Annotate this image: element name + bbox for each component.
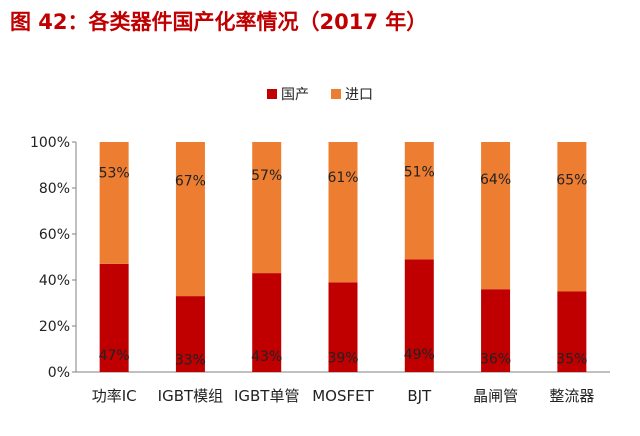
data-label-domestic: 43% (251, 349, 282, 365)
legend: 国产 进口 (0, 84, 640, 104)
bar-domestic (481, 289, 511, 372)
legend-swatch-import (331, 89, 341, 99)
bar-import (99, 142, 129, 264)
x-tick-label: 整流器 (549, 387, 594, 405)
data-label-domestic: 47% (99, 348, 130, 364)
bar-import (175, 142, 205, 297)
data-label-domestic: 35% (556, 352, 587, 368)
y-tick-label: 20% (39, 319, 70, 335)
y-tick-label: 100% (30, 135, 70, 151)
y-tick-label: 40% (39, 273, 70, 289)
chart-title: 图 42：各类器件国产化率情况（2017 年） (10, 10, 428, 34)
x-tick-label: BJT (407, 387, 432, 405)
bar-domestic (404, 259, 434, 372)
legend-swatch-domestic (267, 89, 277, 99)
y-tick-label: 60% (39, 227, 70, 243)
bar-domestic (328, 282, 358, 372)
bar-import (328, 142, 358, 283)
x-tick-label: MOSFET (312, 387, 374, 405)
x-tick-label: 晶闸管 (473, 387, 518, 405)
data-label-import: 57% (251, 168, 282, 184)
data-label-import: 67% (175, 174, 206, 190)
data-label-domestic: 33% (175, 352, 206, 368)
bar-import (557, 142, 587, 292)
data-label-domestic: 39% (327, 350, 358, 366)
bar-domestic (175, 296, 205, 372)
data-label-import: 51% (404, 164, 435, 180)
bar-import (404, 142, 434, 260)
bar-import (252, 142, 282, 274)
legend-item-import: 进口 (331, 84, 373, 104)
data-label-domestic: 36% (480, 351, 511, 367)
x-tick-label: IGBT单管 (234, 387, 300, 405)
data-label-domestic: 49% (404, 347, 435, 363)
y-tick-label: 80% (39, 181, 70, 197)
y-tick-label: 0% (48, 365, 70, 381)
legend-item-domestic: 国产 (267, 84, 309, 104)
data-label-import: 64% (480, 172, 511, 188)
data-label-import: 53% (99, 165, 130, 181)
x-tick-label: IGBT模组 (158, 387, 224, 405)
bar-import (481, 142, 511, 290)
legend-label-import: 进口 (345, 87, 373, 103)
data-label-import: 65% (556, 172, 587, 188)
x-tick-label: 功率IC (92, 387, 137, 405)
bar-domestic (557, 291, 587, 372)
legend-label-domestic: 国产 (281, 87, 309, 103)
bar-domestic (99, 263, 129, 372)
bar-domestic (252, 273, 282, 372)
data-label-import: 61% (327, 170, 358, 186)
